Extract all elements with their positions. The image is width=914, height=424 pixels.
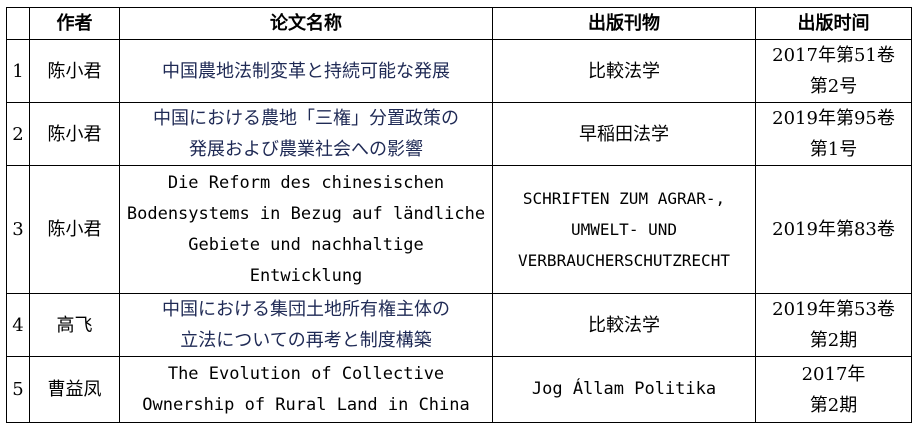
header-index — [6, 7, 30, 40]
title-line: 中国における集団土地所有権主体の — [162, 299, 450, 320]
table-row: 3 陈小君 Die Reform des chinesischen Bodensy… — [6, 165, 912, 294]
row-title: 中国における農地「三権」分置政策の 発展および農業社会への影響 — [119, 102, 493, 166]
title-line: Die Reform des chinesischen — [167, 172, 445, 193]
row-author: 陈小君 — [29, 165, 120, 294]
row-author: 陈小君 — [29, 102, 120, 166]
date-line: 2019年第53卷 — [772, 299, 895, 320]
row-author: 曹益凤 — [29, 356, 120, 423]
journal-line: UMWELT- UND — [571, 220, 677, 239]
publications-table: 作者 论文名称 出版刊物 出版时间 1 陈小君 中国農地法制変革と持続可能な発展… — [6, 7, 912, 423]
date-line: 第2期 — [809, 394, 858, 416]
title-line: The Evolution of Collective — [167, 363, 445, 384]
row-date: 2019年第53卷 第2期 — [755, 293, 912, 357]
row-index: 2 — [6, 102, 30, 166]
row-title: The Evolution of Collective Ownership of … — [119, 356, 493, 423]
header-journal: 出版刊物 — [492, 7, 756, 40]
title-line: 発展および農業社会への影響 — [189, 139, 423, 160]
row-date: 2017年第51卷 第2号 — [755, 39, 912, 103]
title-line: Entwicklung — [249, 265, 363, 286]
journal-line: VERBRAUCHERSCHUTZRECHT — [518, 251, 730, 270]
journal-line: 比較法学 — [588, 60, 660, 82]
date-line: 2017年 — [801, 363, 866, 385]
title-line: 中国農地法制変革と持続可能な発展 — [162, 60, 450, 82]
date-line: 第1号 — [809, 139, 858, 160]
row-date: 2019年第95卷 第1号 — [755, 102, 912, 166]
row-date: 2017年第2期 — [755, 356, 912, 423]
header-author: 作者 — [29, 7, 120, 40]
date-line: 第2号 — [809, 76, 858, 97]
title-line: 立法についての再考と制度構築 — [180, 330, 432, 351]
journal-line: 早稲田法学 — [579, 123, 669, 145]
date-line: 2017年第51卷 — [772, 45, 895, 66]
table-row: 4 高飞 中国における集団土地所有権主体の 立法についての再考と制度構築 比較法学… — [6, 293, 912, 357]
row-title: 中国農地法制変革と持続可能な発展 — [119, 39, 493, 103]
title-line: 中国における農地「三権」分置政策の — [153, 108, 459, 129]
date-line: 第2期 — [809, 330, 858, 351]
row-journal: 早稲田法学 — [492, 102, 756, 166]
row-index: 3 — [6, 165, 30, 294]
row-title: Die Reform des chinesischen Bodensystems … — [119, 165, 493, 294]
table-row: 1 陈小君 中国農地法制変革と持続可能な発展 比較法学 2017年第51卷 第2号 — [6, 39, 912, 103]
date-line: 2019年第83卷 — [772, 219, 895, 240]
header-date: 出版时间 — [755, 7, 912, 40]
row-journal: SCHRIFTEN ZUM AGRAR-, UMWELT- UND VERBRAUC… — [492, 165, 756, 294]
title-line: Gebiete und nachhaltige — [188, 234, 424, 255]
row-title: 中国における集団土地所有権主体の 立法についての再考と制度構築 — [119, 293, 493, 357]
table-row: 5 曹益凤 The Evolution of Collective Ownersh… — [6, 356, 912, 423]
row-author: 高飞 — [29, 293, 120, 357]
row-journal: 比較法学 — [492, 293, 756, 357]
header-title: 论文名称 — [119, 7, 493, 40]
row-date: 2019年第83卷 — [755, 165, 912, 294]
row-journal: Jog Állam Politika — [492, 356, 756, 423]
header-row: 作者 论文名称 出版刊物 出版时间 — [6, 7, 912, 40]
journal-line: 比較法学 — [588, 314, 660, 336]
journal-line: SCHRIFTEN ZUM AGRAR-, — [522, 189, 726, 208]
row-index: 4 — [6, 293, 30, 357]
journal-line: Jog Állam Politika — [531, 379, 717, 399]
row-author: 陈小君 — [29, 39, 120, 103]
date-line: 2019年第95卷 — [772, 108, 895, 129]
row-index: 1 — [6, 39, 30, 103]
title-line: Ownership of Rural Land in China — [142, 394, 470, 415]
table-row: 2 陈小君 中国における農地「三権」分置政策の 発展および農業社会への影響 早稲田… — [6, 102, 912, 166]
row-journal: 比較法学 — [492, 39, 756, 103]
title-line: Bodensystems in Bezug auf ländliche — [126, 203, 486, 224]
row-index: 5 — [6, 356, 30, 423]
